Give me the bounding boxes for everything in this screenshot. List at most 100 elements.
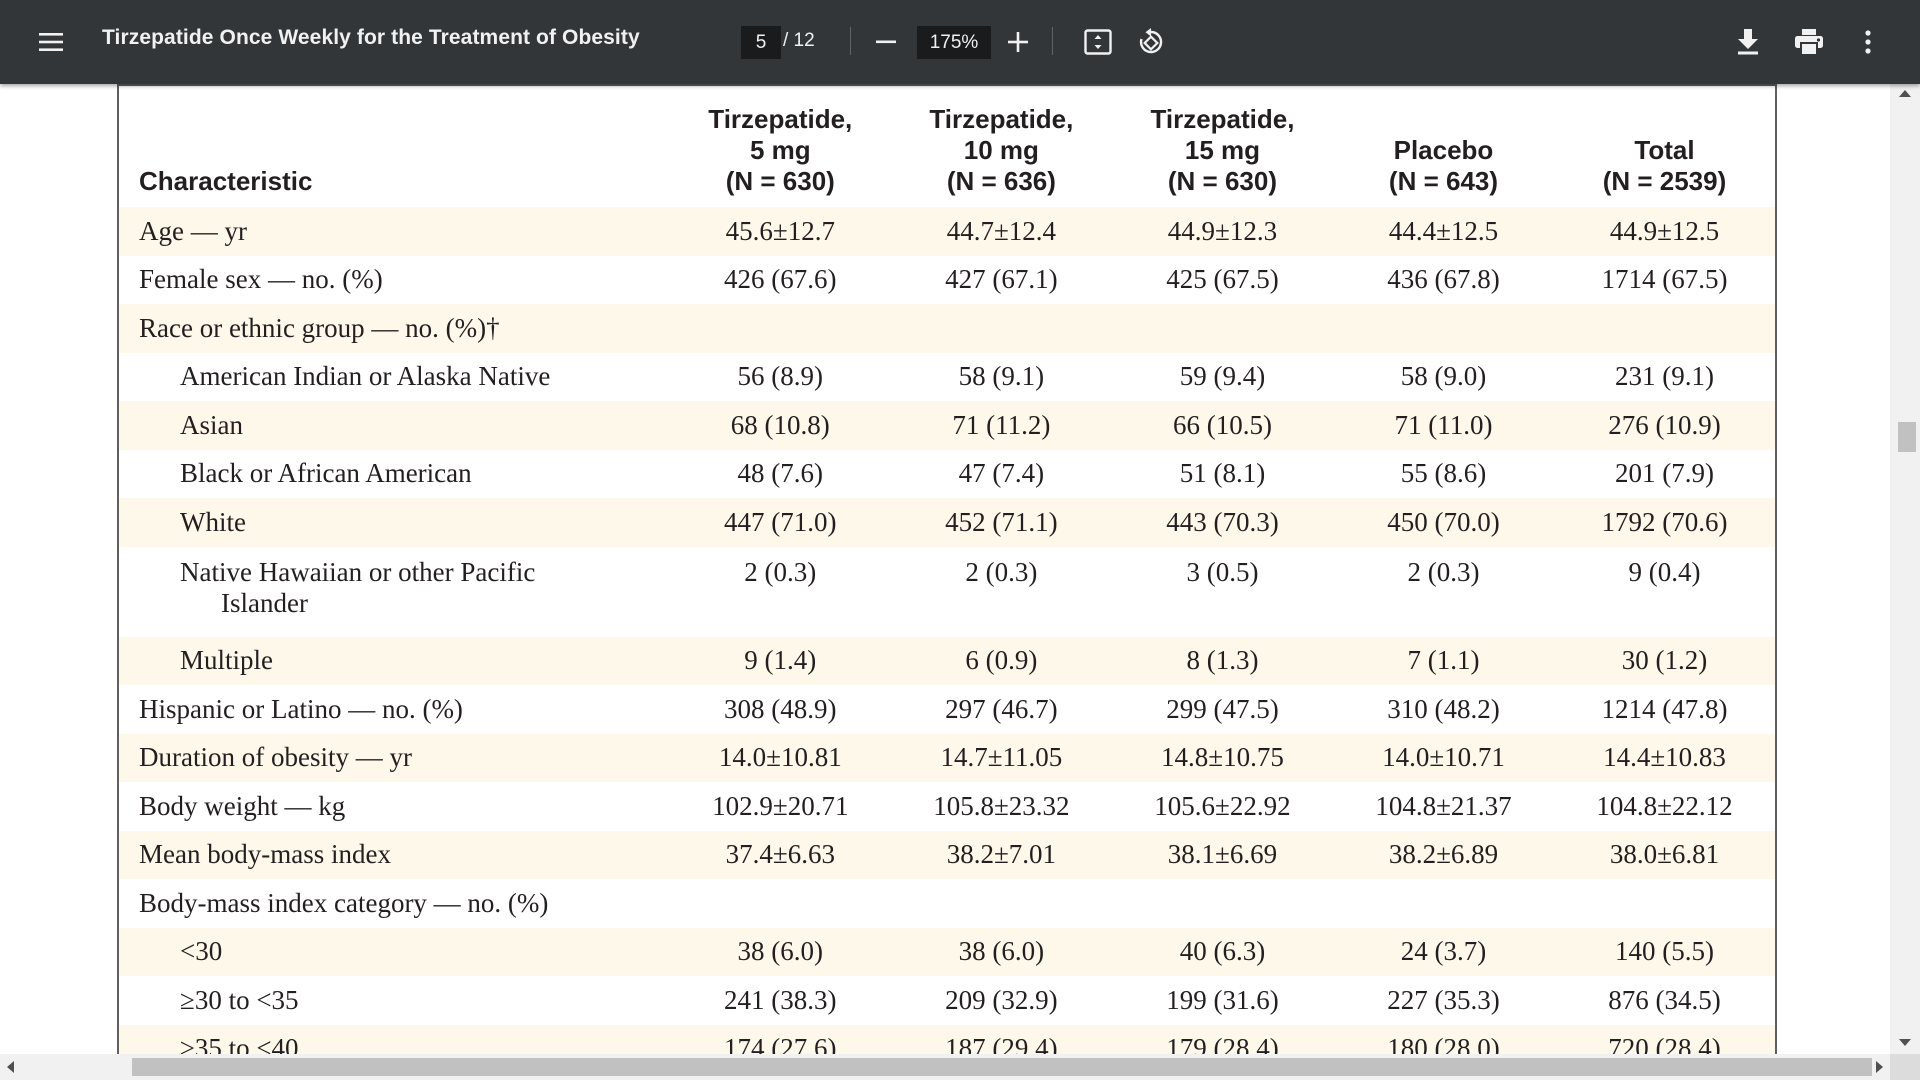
rotate-icon (1139, 28, 1163, 54)
table-row: Native Hawaiian or other Pacific Islande… (119, 547, 1775, 637)
table-cell (1553, 304, 1775, 353)
table-cell: 2 (0.3) (965, 556, 1038, 587)
fit-to-page-icon (1084, 29, 1112, 55)
row-label: Asian (119, 401, 670, 450)
table-row: Mean body-mass index 37.4±6.63 38.2±7.01… (119, 830, 1775, 879)
table-cell: 59 (9.4) (1179, 361, 1266, 392)
rotate-button[interactable] (1131, 20, 1171, 64)
minus-icon (876, 40, 896, 44)
row-label: Hispanic or Latino — no. (%) (139, 693, 463, 724)
table-cell: 66 (10.5) (1111, 401, 1333, 450)
toolbar-divider (1052, 27, 1053, 55)
column-header-tirzepatide-5mg: Tirzepatide, 5 mg (N = 630) (708, 104, 853, 196)
row-label: Black or African American (180, 458, 472, 489)
vertical-scrollbar[interactable] (1890, 84, 1920, 1054)
table-cell: 3 (0.5) (1186, 556, 1259, 587)
table-cell: 14.8±10.75 (1111, 733, 1333, 782)
scroll-right-arrow-icon[interactable] (1876, 1061, 1883, 1073)
table-cell: 38.2±7.01 (890, 830, 1112, 879)
table-cell: 38.2±6.89 (1332, 830, 1554, 879)
table-cell: 48 (7.6) (737, 458, 824, 489)
print-button[interactable] (1788, 20, 1830, 64)
row-label: Body weight — kg (139, 790, 346, 821)
table-cell: 38.1±6.69 (1111, 830, 1333, 879)
table-cell: 71 (11.0) (1332, 401, 1554, 450)
table-cell: 7 (1.1) (1332, 636, 1554, 685)
page-number-input[interactable] (741, 26, 781, 59)
table-cell (1332, 304, 1554, 353)
table-cell: 231 (9.1) (1614, 361, 1714, 392)
table-row: Body weight — kg 102.9±20.71 105.8±23.32… (119, 782, 1775, 831)
hamburger-menu-icon (39, 33, 63, 51)
more-options-button[interactable] (1850, 20, 1886, 64)
table-cell: 105.6±22.92 (1154, 790, 1291, 821)
row-label-continuation: Islander (221, 587, 308, 618)
zoom-in-button[interactable] (1000, 22, 1036, 62)
row-label: Body-mass index category — no. (%) (139, 887, 549, 918)
table-row: Asian 68 (10.8) 71 (11.2) 66 (10.5) 71 (… (119, 401, 1775, 450)
table-cell: 447 (71.0) (669, 498, 891, 547)
table-cell: 6 (0.9) (890, 636, 1112, 685)
table-cell: 9 (0.4) (1628, 556, 1701, 587)
table-cell: 241 (38.3) (724, 984, 837, 1015)
fit-to-page-button[interactable] (1078, 20, 1118, 64)
horizontal-scroll-thumb[interactable] (132, 1058, 1872, 1076)
table-cell (670, 879, 891, 928)
table-row: Age — yr 45.6±12.7 44.7±12.4 44.9±12.3 4… (119, 207, 1775, 256)
table-cell: 14.0±10.71 (1332, 733, 1554, 782)
column-header-total: Total (N = 2539) (1602, 135, 1727, 196)
table-cell: 1214 (47.8) (1601, 693, 1728, 724)
scroll-down-arrow-icon[interactable] (1899, 1039, 1911, 1046)
table-cell: 14.7±11.05 (890, 733, 1112, 782)
table-cell: 40 (6.3) (1111, 927, 1333, 976)
table-cell: 1714 (67.5) (1601, 264, 1728, 295)
vertical-scroll-thumb[interactable] (1898, 422, 1916, 452)
pdf-viewer[interactable]: Characteristic Tirzepatide, 5 mg (N = 63… (0, 84, 1920, 1080)
table-cell (891, 879, 1112, 928)
table-cell: 102.9±20.71 (712, 790, 849, 821)
table-row: Race or ethnic group — no. (%)† (119, 304, 1775, 353)
table-cell (1111, 304, 1333, 353)
scroll-up-arrow-icon[interactable] (1899, 90, 1911, 97)
table-row: Duration of obesity — yr 14.0±10.81 14.7… (119, 733, 1775, 782)
table-cell: 45.6±12.7 (669, 207, 891, 256)
download-button[interactable] (1728, 20, 1768, 64)
table-cell (669, 304, 891, 353)
plus-icon (1008, 32, 1028, 52)
table-cell: 276 (10.9) (1553, 401, 1775, 450)
table-cell: 452 (71.1) (890, 498, 1112, 547)
zoom-out-button[interactable] (868, 22, 904, 62)
menu-button[interactable] (30, 22, 72, 62)
table-cell: 44.4±12.5 (1332, 207, 1554, 256)
document-title: Tirzepatide Once Weekly for the Treatmen… (102, 26, 640, 49)
table-cell: 58 (9.1) (958, 361, 1045, 392)
horizontal-scrollbar[interactable] (0, 1054, 1890, 1080)
table-row: Multiple 9 (1.4) 6 (0.9) 8 (1.3) 7 (1.1)… (119, 636, 1775, 685)
scroll-left-arrow-icon[interactable] (7, 1061, 14, 1073)
table-cell: 426 (67.6) (724, 264, 837, 295)
table-cell: 201 (7.9) (1614, 458, 1714, 489)
column-header-tirzepatide-10mg: Tirzepatide, 10 mg (N = 636) (929, 104, 1074, 196)
table-cell: 55 (8.6) (1400, 458, 1487, 489)
baseline-characteristics-table: Characteristic Tirzepatide, 5 mg (N = 63… (119, 86, 1775, 1073)
table-cell: 44.9±12.3 (1111, 207, 1333, 256)
page-total: / 12 (783, 30, 815, 51)
table-cell: 450 (70.0) (1332, 498, 1554, 547)
table-cell: 56 (8.9) (737, 361, 824, 392)
table-cell: 51 (8.1) (1179, 458, 1266, 489)
table-cell: 105.8±23.32 (933, 790, 1070, 821)
table-cell: 876 (34.5) (1608, 984, 1721, 1015)
download-icon (1738, 29, 1758, 55)
print-icon (1795, 29, 1823, 55)
table-cell: 104.8±21.37 (1375, 790, 1512, 821)
table-cell (1554, 879, 1775, 928)
table-header-row: Characteristic Tirzepatide, 5 mg (N = 63… (119, 86, 1775, 207)
more-vert-icon (1865, 30, 1871, 54)
zoom-level-input[interactable] (917, 26, 991, 59)
table-row: <30 38 (6.0) 38 (6.0) 40 (6.3) 24 (3.7) … (119, 927, 1775, 976)
row-label: American Indian or Alaska Native (180, 361, 551, 392)
row-label: Multiple (119, 636, 670, 685)
table-row: American Indian or Alaska Native 56 (8.9… (119, 353, 1775, 402)
table-cell: 8 (1.3) (1111, 636, 1333, 685)
row-label: <30 (119, 927, 670, 976)
